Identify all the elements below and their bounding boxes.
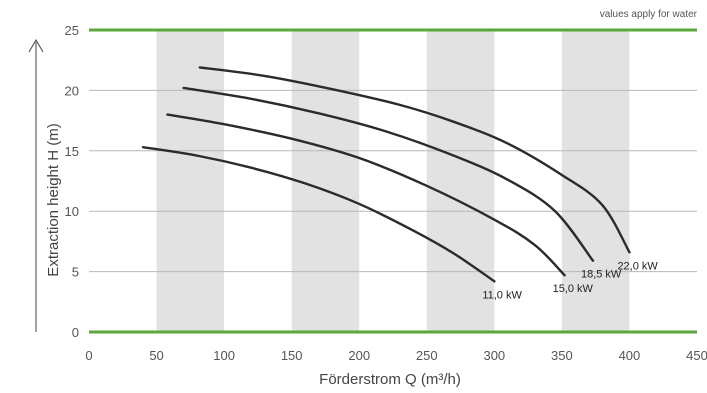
y-tick-labels: 0 5 10 15 20 25: [65, 23, 79, 340]
shaded-bands: [156, 30, 630, 332]
y-tick-15: 15: [65, 144, 79, 159]
curve-label-18-5-kw: 18,5 kW: [581, 269, 622, 281]
shaded-band-1: [156, 30, 225, 332]
y-axis-arrow-head: [28, 39, 44, 53]
horizontal-gridlines: [89, 28, 697, 334]
curve-22-0-kw: [198, 66, 631, 254]
x-tick-250: 250: [416, 348, 438, 363]
y-tick-20: 20: [65, 83, 79, 98]
x-tick-350: 350: [551, 348, 573, 363]
x-axis-title: Förderstrom Q (m³/h): [319, 371, 461, 388]
x-tick-150: 150: [281, 348, 303, 363]
x-tick-450: 450: [686, 348, 707, 363]
y-axis-title: Extraction height H (m): [45, 123, 62, 276]
x-tick-50: 50: [149, 348, 163, 363]
curve-label-22-0-kw: 22,0 kW: [617, 260, 658, 272]
shaded-band-2: [291, 30, 360, 332]
x-tick-100: 100: [213, 348, 235, 363]
pump-curves: [141, 66, 631, 283]
x-tick-300: 300: [483, 348, 505, 363]
y-tick-0: 0: [72, 325, 79, 340]
y-tick-10: 10: [65, 204, 79, 219]
x-tick-200: 200: [348, 348, 370, 363]
chart-note: values apply for water: [600, 9, 698, 20]
shaded-band-3: [426, 30, 495, 332]
x-tick-labels: 0 50 100 150 200 250 300 350 400 450: [85, 348, 707, 363]
y-tick-5: 5: [72, 265, 79, 280]
curve-11-0-kw: [141, 145, 496, 283]
x-tick-400: 400: [619, 348, 641, 363]
curve-18-5-kw: [182, 86, 595, 262]
y-tick-25: 25: [65, 23, 79, 38]
curve-15-0-kw: [166, 113, 566, 277]
x-tick-0: 0: [85, 348, 92, 363]
curve-label-15-0-kw: 15,0 kW: [553, 283, 594, 295]
curve-label-11-0-kw: 11,0 kW: [482, 289, 522, 301]
